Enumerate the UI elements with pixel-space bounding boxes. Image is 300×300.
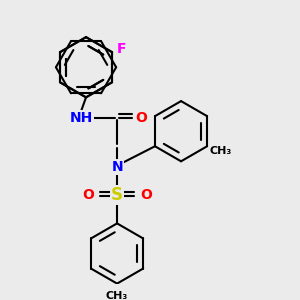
Text: CH₃: CH₃ bbox=[209, 146, 231, 156]
Text: NH: NH bbox=[70, 111, 93, 125]
Text: O: O bbox=[140, 188, 152, 202]
Text: N: N bbox=[111, 160, 123, 174]
Text: O: O bbox=[136, 111, 148, 125]
Text: CH₃: CH₃ bbox=[106, 291, 128, 300]
Text: F: F bbox=[117, 42, 126, 56]
Text: O: O bbox=[82, 188, 94, 202]
Text: S: S bbox=[111, 186, 123, 204]
